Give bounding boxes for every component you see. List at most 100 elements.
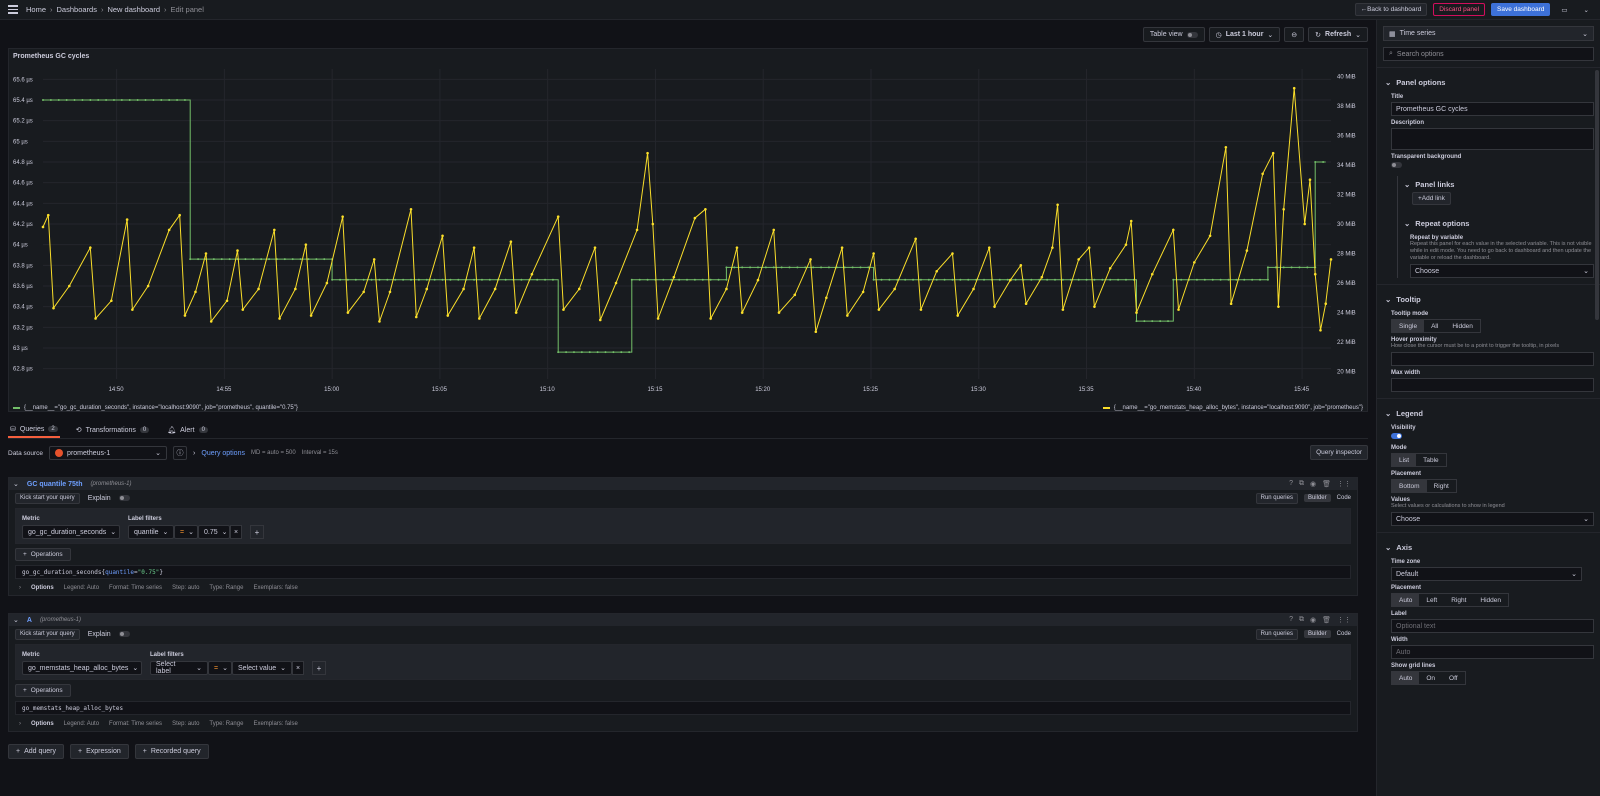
search-options-input[interactable]: ⌕ Search options: [1383, 47, 1594, 61]
width-input[interactable]: Auto: [1391, 645, 1594, 659]
explain-toggle[interactable]: [118, 631, 130, 637]
query-inspector-button[interactable]: Query inspector: [1310, 445, 1368, 460]
repeat-variable-select[interactable]: Choose ⌄: [1410, 264, 1594, 278]
query-options-link[interactable]: Query options: [201, 449, 245, 457]
radio-list[interactable]: List: [1392, 454, 1417, 466]
add-recorded-query-button[interactable]: + Recorded query: [134, 744, 209, 759]
radio-on[interactable]: On: [1426, 674, 1436, 682]
tooltip-header[interactable]: ⌄ Tooltip: [1385, 291, 1594, 307]
copy-icon[interactable]: ⧉: [1299, 616, 1304, 623]
help-icon[interactable]: ?: [1289, 480, 1293, 487]
label-select[interactable]: quantile ⌄: [128, 525, 174, 539]
copy-icon[interactable]: ⧉: [1299, 480, 1304, 487]
value-select[interactable]: Select value ⌄: [232, 661, 292, 675]
scrollbar[interactable]: [1595, 70, 1599, 320]
panel-links-header[interactable]: ⌄ Panel links: [1404, 176, 1594, 192]
panel-options-header[interactable]: ⌄ Panel options: [1385, 74, 1594, 90]
query-header[interactable]: ⌄ GC quantile 75th (prometheus-1) ? ⧉ ◉ 🗑︎ ⋮…: [9, 478, 1357, 490]
radio-auto[interactable]: Auto: [1392, 594, 1420, 606]
title-input[interactable]: Prometheus GC cycles: [1391, 102, 1594, 116]
values-select[interactable]: Choose ⌄: [1391, 512, 1594, 526]
datasource-picker[interactable]: prometheus-1 ⌄: [49, 446, 168, 460]
remove-filter-button[interactable]: ×: [230, 525, 242, 539]
code-mode[interactable]: Code: [1336, 495, 1351, 501]
chevron-down-icon[interactable]: ⌄: [13, 617, 19, 624]
options-row[interactable]: › Options Legend: Auto Format: Time series S…: [9, 581, 1357, 595]
visibility-toggle[interactable]: [1391, 433, 1402, 439]
discard-panel-button[interactable]: Discard panel: [1433, 3, 1486, 16]
builder-mode[interactable]: Builder: [1303, 630, 1331, 638]
axis-header[interactable]: ⌄ Axis: [1385, 539, 1594, 555]
menu-icon[interactable]: [8, 5, 18, 14]
drag-handle-icon[interactable]: ⋮⋮: [1337, 617, 1351, 624]
chevron-right-icon[interactable]: ›: [193, 449, 196, 457]
radio-off[interactable]: Off: [1449, 674, 1458, 682]
kick-start-button[interactable]: Kick start your query: [15, 628, 80, 640]
label-select[interactable]: Select label ⌄: [150, 661, 208, 675]
add-filter-button[interactable]: +: [312, 661, 326, 675]
drag-handle-icon[interactable]: ⋮⋮: [1337, 481, 1351, 488]
legend-item-heap[interactable]: {__name__="go_memstats_heap_alloc_bytes"…: [1102, 405, 1363, 411]
add-expression-button[interactable]: + Expression: [70, 744, 129, 759]
radio-hidden[interactable]: Hidden: [1480, 596, 1502, 604]
tab-queries[interactable]: ⛁ Queries 2: [8, 422, 60, 438]
radio-auto[interactable]: Auto: [1392, 672, 1420, 684]
visualization-picker[interactable]: ▦ Time series ⌄: [1383, 26, 1594, 41]
monitor-icon[interactable]: ▭: [1561, 6, 1568, 14]
kick-start-button[interactable]: Kick start your query: [15, 492, 80, 504]
eye-icon[interactable]: ◉: [1310, 617, 1317, 624]
operations-button[interactable]: + Operations: [15, 684, 71, 697]
back-to-dashboard-button[interactable]: ← Back to dashboard: [1354, 3, 1428, 16]
trash-icon[interactable]: 🗑︎: [1322, 617, 1331, 624]
explain-toggle[interactable]: [118, 495, 130, 501]
query-name[interactable]: GC quantile 75th: [26, 480, 83, 488]
repeat-options-header[interactable]: ⌄ Repeat options: [1404, 215, 1594, 231]
time-zone-select[interactable]: Default ⌄: [1391, 567, 1582, 581]
chevron-down-icon[interactable]: ⌄: [13, 481, 19, 488]
operator-select[interactable]: = ⌄: [208, 661, 232, 675]
radio-all[interactable]: All: [1431, 322, 1439, 330]
time-series-graph[interactable]: Prometheus GC cycles 65.6 µs 65.4 µs 65.2 …: [8, 48, 1368, 412]
chevron-down-icon[interactable]: ⌄: [1583, 6, 1589, 14]
toggle-switch[interactable]: [1186, 31, 1198, 38]
eye-icon[interactable]: ◉: [1310, 481, 1317, 488]
query-header[interactable]: ⌄ A (prometheus-1) ? ⧉ ◉ 🗑︎ ⋮⋮: [9, 614, 1357, 626]
add-link-button[interactable]: + Add link: [1412, 192, 1451, 205]
run-queries-button[interactable]: Run queries: [1255, 492, 1298, 504]
code-mode[interactable]: Code: [1336, 631, 1351, 637]
save-dashboard-button[interactable]: Save dashboard: [1491, 3, 1551, 16]
builder-mode[interactable]: Builder: [1303, 494, 1331, 502]
operations-button[interactable]: + Operations: [15, 548, 71, 561]
refresh-button[interactable]: ↻ Refresh ⌄: [1308, 27, 1368, 42]
tab-alert[interactable]: 🔔︎ Alert 0: [165, 422, 210, 438]
legend-item-gc[interactable]: {__name__="go_gc_duration_seconds", inst…: [13, 405, 298, 411]
radio-right[interactable]: Right: [1433, 482, 1449, 490]
query-name[interactable]: A: [26, 616, 32, 624]
zoom-out-button[interactable]: ⊖: [1284, 27, 1305, 42]
radio-right[interactable]: Right: [1451, 596, 1467, 604]
tab-transformations[interactable]: ⟲ Transformations 0: [74, 422, 152, 438]
legend-header[interactable]: ⌄ Legend: [1385, 405, 1594, 421]
breadcrumb-new-dashboard[interactable]: New dashboard: [107, 5, 161, 14]
description-textarea[interactable]: [1391, 128, 1594, 150]
radio-hidden[interactable]: Hidden: [1452, 322, 1473, 330]
transparent-toggle[interactable]: [1391, 162, 1402, 168]
hover-proximity-input[interactable]: [1391, 352, 1594, 366]
max-width-input[interactable]: [1391, 378, 1594, 392]
table-view-toggle[interactable]: Table view: [1142, 27, 1205, 42]
operator-select[interactable]: = ⌄: [174, 525, 198, 539]
breadcrumb-dashboards[interactable]: Dashboards: [56, 5, 97, 14]
help-icon[interactable]: ?: [1289, 616, 1293, 623]
metric-select[interactable]: go_memstats_heap_alloc_bytes ⌄: [22, 661, 142, 675]
run-queries-button[interactable]: Run queries: [1255, 628, 1298, 640]
help-icon[interactable]: ⓘ: [173, 446, 188, 460]
remove-filter-button[interactable]: ×: [292, 661, 304, 675]
axis-label-input[interactable]: Optional text: [1391, 619, 1594, 633]
radio-bottom[interactable]: Bottom: [1392, 480, 1427, 492]
radio-single[interactable]: Single: [1392, 320, 1425, 332]
trash-icon[interactable]: 🗑︎: [1322, 481, 1331, 488]
add-query-button[interactable]: + Add query: [8, 744, 65, 759]
metric-select[interactable]: go_gc_duration_seconds ⌄: [22, 525, 120, 539]
options-row[interactable]: › Options Legend: Auto Format: Time series S…: [9, 717, 1357, 731]
radio-table[interactable]: Table: [1423, 456, 1439, 464]
